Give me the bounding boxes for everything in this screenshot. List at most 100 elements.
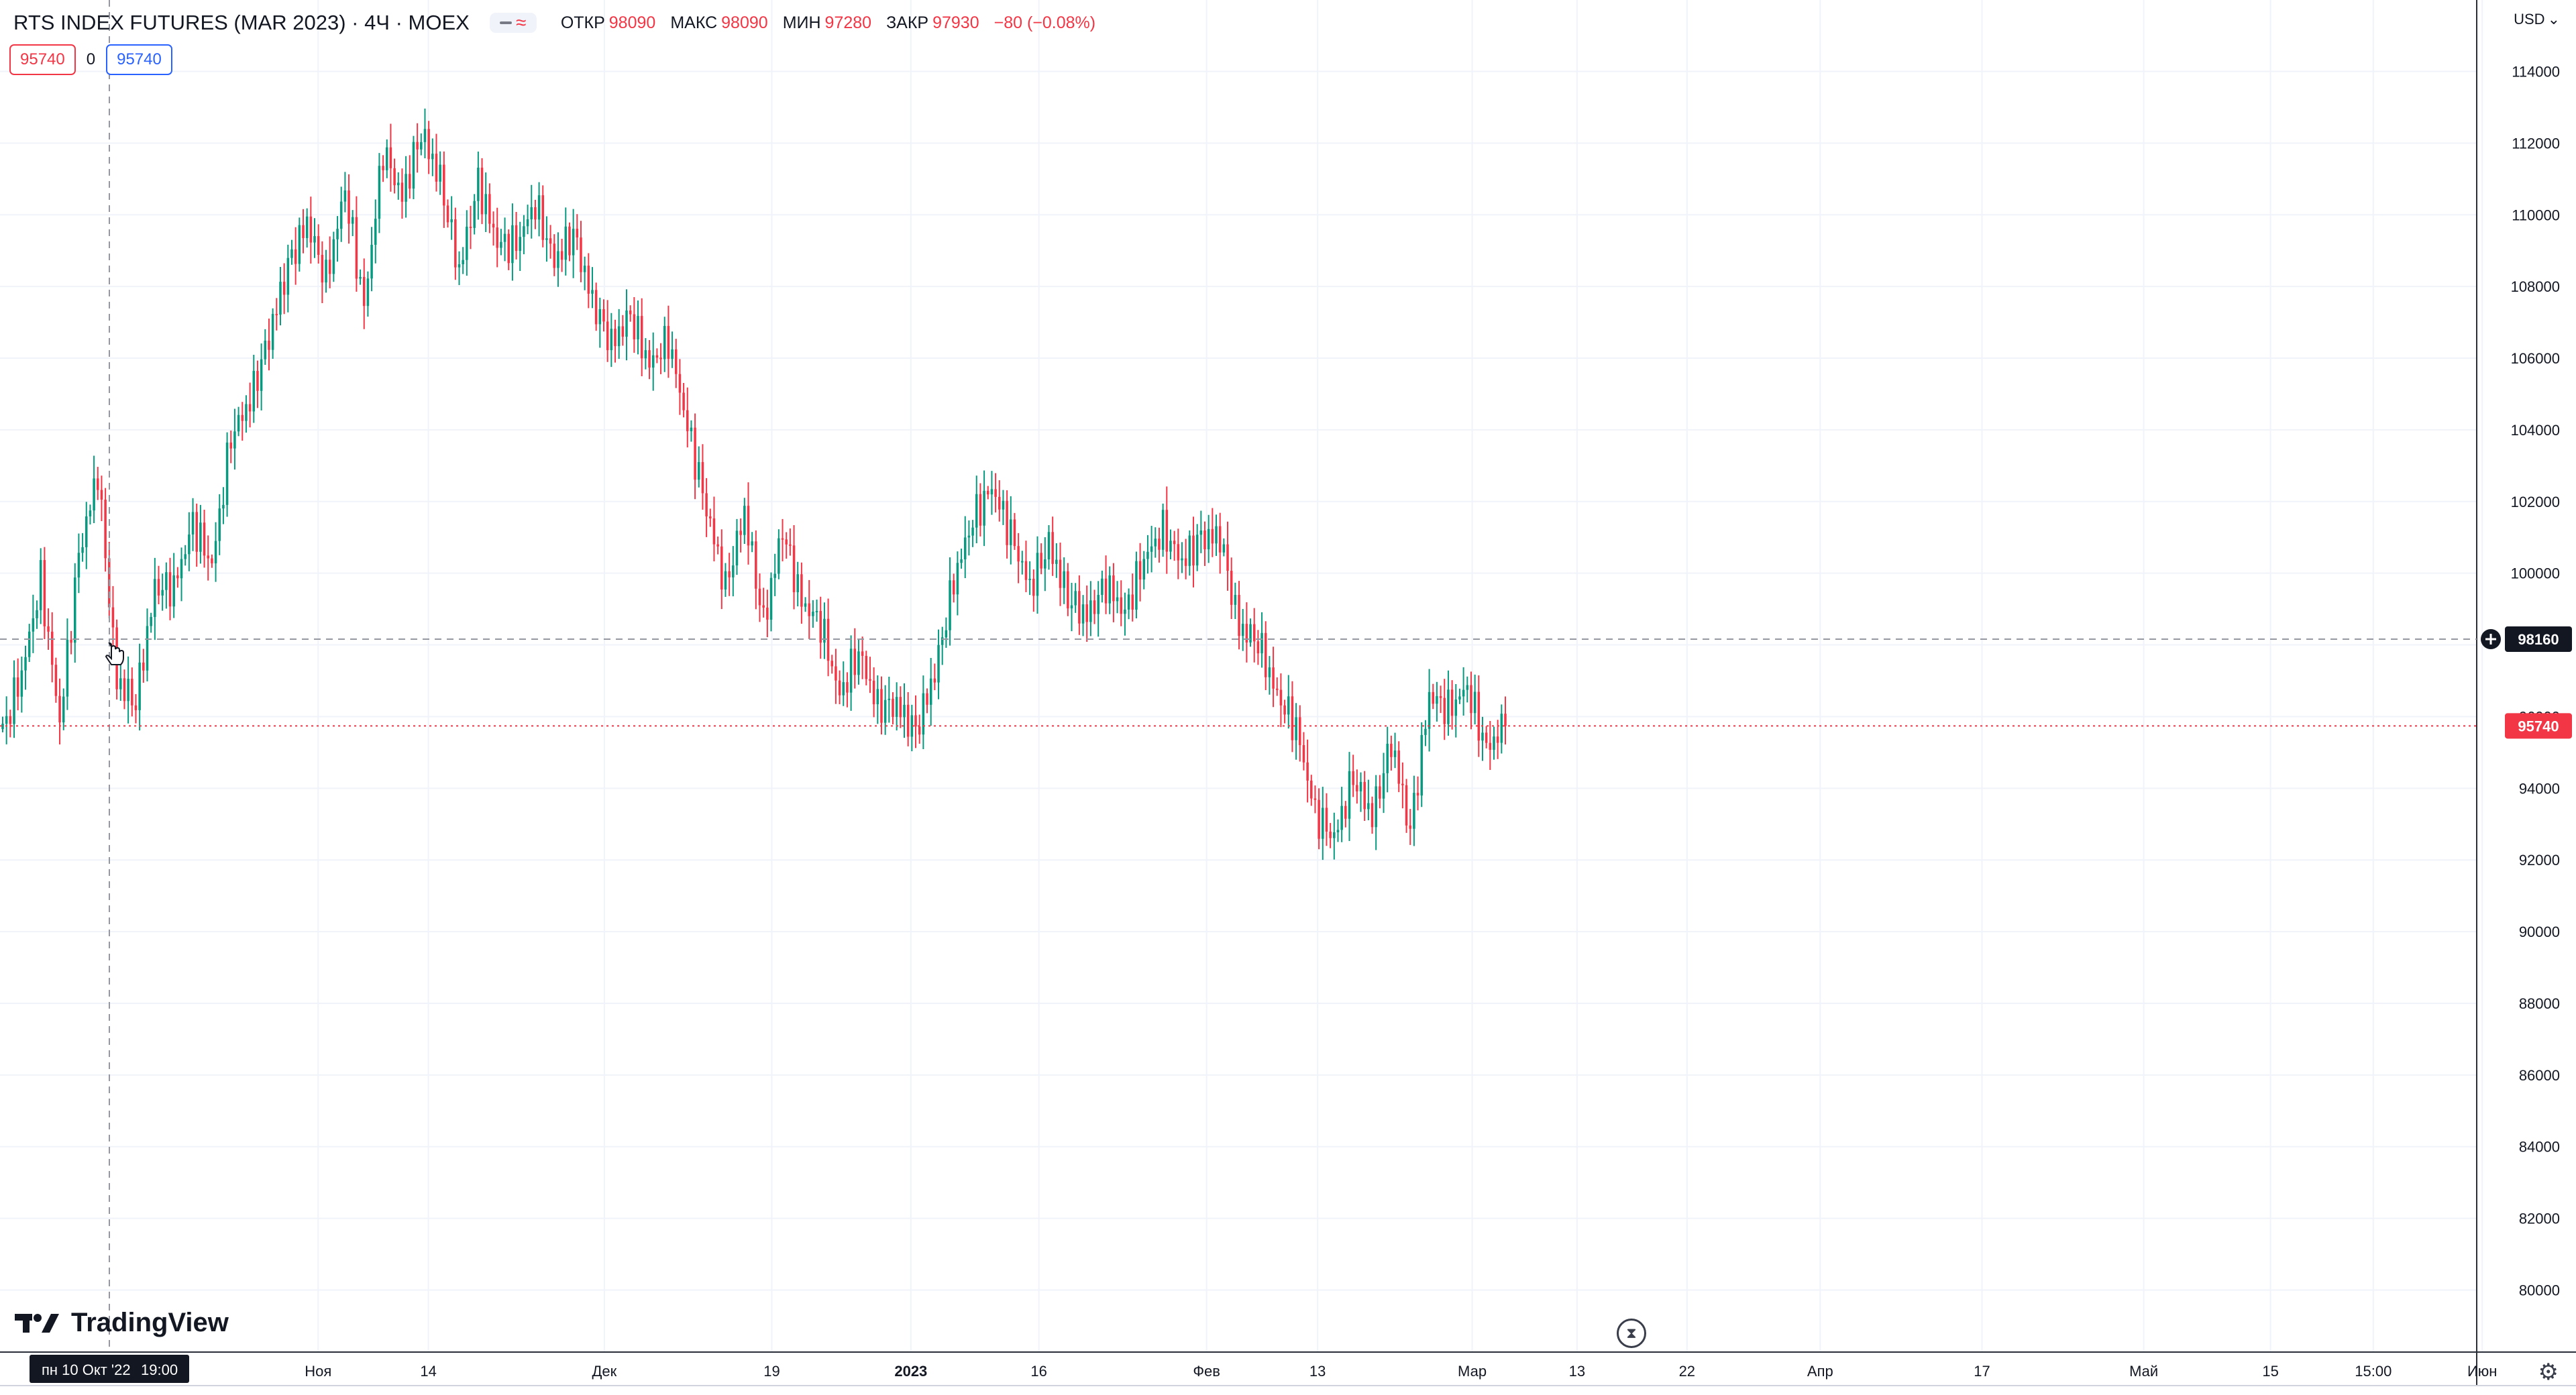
candle-body	[682, 392, 685, 410]
candle	[362, 258, 366, 329]
candle-body	[97, 478, 99, 490]
candle-body	[1283, 705, 1286, 715]
compare-button[interactable]: ≈	[489, 12, 537, 33]
candle-body	[39, 560, 42, 610]
candle	[709, 508, 712, 527]
candle-body	[36, 610, 38, 618]
candle-body	[1215, 526, 1218, 544]
candle-body	[804, 603, 807, 607]
candle	[1131, 573, 1134, 622]
candle	[500, 229, 502, 256]
symbol-title[interactable]: RTS INDEX FUTURES (MAR 2023) · 4Ч · MOEX	[13, 11, 470, 34]
candle-body	[1192, 535, 1195, 566]
candle-body	[956, 563, 959, 595]
replay-button[interactable]: ⧗	[1617, 1319, 1646, 1348]
candle-body	[610, 329, 613, 351]
candle	[1367, 779, 1370, 821]
candle-body	[1032, 578, 1035, 596]
candle-body	[777, 538, 780, 574]
candle-body	[842, 682, 845, 695]
time-tick-label: 17	[1974, 1363, 1990, 1380]
candle-body	[1450, 689, 1454, 716]
candle-body	[218, 508, 221, 541]
candle-body	[313, 236, 316, 243]
candle-body	[614, 329, 616, 347]
candle	[313, 218, 316, 258]
candle	[218, 494, 221, 555]
add-alert-button[interactable]	[2481, 629, 2501, 650]
candle-body	[195, 512, 198, 552]
candle-body	[1036, 553, 1039, 596]
tradingview-logo[interactable]: TradingView	[15, 1308, 229, 1338]
candle	[1207, 514, 1210, 563]
last-price-tag	[2505, 713, 2572, 739]
candle-body	[1268, 667, 1271, 677]
candle	[496, 207, 498, 268]
candle-body	[1493, 736, 1495, 750]
time-axis[interactable]: Ноя 14 Дек 19 2023 16 Фев 13 Мар 13 22 Апр 17 Май 15 15…	[305, 1363, 2497, 1380]
candle-body	[1496, 736, 1499, 743]
sell-button[interactable]: 95740	[9, 44, 76, 75]
time-tick-label: 19	[763, 1363, 780, 1380]
candle	[952, 573, 955, 603]
candle-body	[963, 537, 967, 560]
candle	[1044, 537, 1046, 592]
candle-body	[1028, 578, 1031, 580]
buy-button[interactable]: 95740	[106, 44, 172, 75]
currency-selector[interactable]: USD ⌄	[2514, 11, 2560, 28]
candle	[903, 683, 906, 738]
candle-body	[389, 147, 392, 168]
crosshair-time-tag	[30, 1355, 189, 1383]
candle	[1279, 673, 1283, 728]
candle	[1310, 775, 1313, 806]
price-axis[interactable]: 80000 82000 84000 86000 88000 90000 92000 94000…	[2511, 64, 2560, 1299]
candle-body	[477, 168, 480, 201]
candle-body	[1401, 783, 1404, 785]
candle-body	[1489, 742, 1492, 750]
candle	[233, 408, 236, 470]
candle-body	[473, 201, 476, 228]
candle-body	[279, 282, 282, 315]
candle	[747, 482, 750, 565]
candle	[929, 657, 932, 726]
candle	[339, 186, 343, 242]
candle	[1032, 569, 1035, 612]
candle	[987, 486, 989, 500]
candle	[1493, 726, 1495, 760]
candle-body	[678, 374, 682, 393]
candle-body	[70, 639, 72, 643]
candle-body	[294, 249, 297, 264]
candle-body	[545, 238, 548, 240]
candle	[1470, 671, 1472, 730]
candle	[815, 600, 818, 622]
candle-body	[572, 229, 575, 256]
candle	[735, 518, 739, 575]
wave-icon: ≈	[516, 12, 527, 33]
candle-body	[724, 571, 727, 590]
candle-body	[393, 168, 396, 186]
candle	[880, 676, 883, 735]
candle	[66, 618, 69, 710]
candle-body	[286, 258, 290, 295]
candle-body	[830, 661, 834, 667]
candle	[1, 716, 4, 732]
candle-body	[1078, 591, 1081, 624]
candle-body	[1021, 561, 1024, 563]
candle-body	[1124, 609, 1126, 614]
candle-body	[1390, 743, 1393, 757]
candle-body	[1059, 559, 1062, 588]
candle	[853, 628, 857, 689]
candle	[1302, 732, 1305, 771]
candle-body	[576, 229, 579, 238]
candle-body	[104, 499, 107, 559]
candle	[454, 207, 457, 280]
candle	[1047, 525, 1051, 570]
candle-body	[1010, 519, 1012, 545]
gear-icon[interactable]: ⚙	[2538, 1359, 2559, 1385]
candle-body	[663, 326, 666, 359]
candle	[466, 210, 468, 276]
candle-body	[580, 237, 582, 272]
candle	[869, 657, 871, 693]
candle-body	[732, 565, 735, 577]
